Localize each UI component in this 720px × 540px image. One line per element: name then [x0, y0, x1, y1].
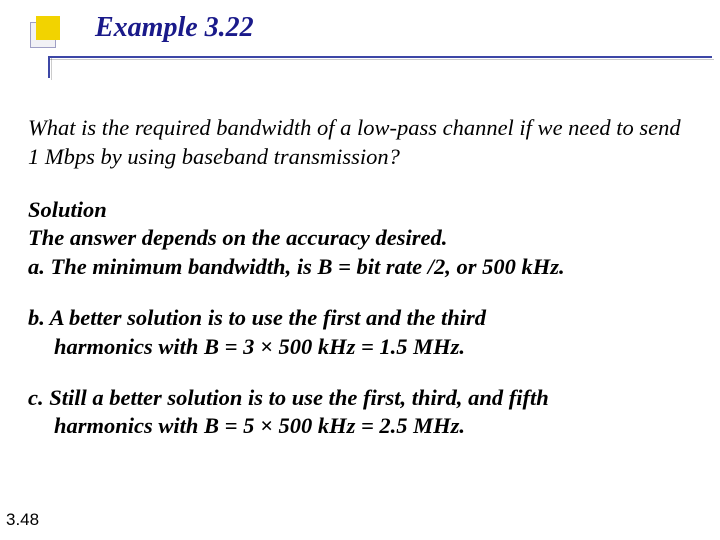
header-rule-horizontal: [48, 56, 712, 58]
solution-intro: The answer depends on the accuracy desir…: [28, 224, 696, 253]
title-bullet-icon: [30, 16, 60, 46]
solution-item-a: a. The minimum bandwidth, is B = bit rat…: [28, 253, 696, 282]
solution-item-a-text: a. The minimum bandwidth, is B = bit rat…: [28, 254, 565, 279]
header-rule-vertical: [48, 56, 50, 78]
solution-item-b-line1: b. A better solution is to use the first…: [28, 305, 486, 330]
solution-item-c: c. Still a better solution is to use the…: [28, 384, 696, 442]
slide-body: What is the required bandwidth of a low-…: [0, 84, 720, 441]
solution-heading: Solution: [28, 196, 696, 225]
question-text: What is the required bandwidth of a low-…: [28, 114, 696, 172]
solution-item-c-line1: c. Still a better solution is to use the…: [28, 385, 549, 410]
solution-item-b-line2: harmonics with B = 3 × 500 kHz = 1.5 MHz…: [28, 333, 696, 362]
slide-title: Example 3.22: [95, 12, 720, 44]
solution-item-b: b. A better solution is to use the first…: [28, 304, 696, 362]
slide-header: Example 3.22: [0, 0, 720, 84]
solution-item-c-line2: harmonics with B = 5 × 500 kHz = 2.5 MHz…: [28, 412, 696, 441]
page-number: 3.48: [6, 510, 39, 530]
